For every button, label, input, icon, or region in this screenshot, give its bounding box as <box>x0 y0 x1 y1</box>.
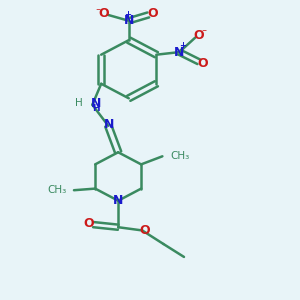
Text: H: H <box>92 104 100 113</box>
Text: O: O <box>83 218 94 230</box>
Text: +: + <box>179 41 186 50</box>
Text: N: N <box>124 14 135 27</box>
Text: O: O <box>139 224 150 237</box>
Text: CH₃: CH₃ <box>47 184 66 195</box>
Text: ⁻: ⁻ <box>202 28 207 38</box>
Text: O: O <box>147 7 158 20</box>
Text: ⁻: ⁻ <box>96 7 101 17</box>
Text: H: H <box>75 98 83 108</box>
Text: N: N <box>113 194 123 207</box>
Text: CH₃: CH₃ <box>170 151 189 161</box>
Text: +: + <box>124 10 131 19</box>
Text: O: O <box>197 57 208 70</box>
Text: O: O <box>194 29 204 43</box>
Text: N: N <box>91 97 101 110</box>
Text: N: N <box>104 118 115 131</box>
Text: N: N <box>174 46 184 59</box>
Text: O: O <box>99 7 109 20</box>
